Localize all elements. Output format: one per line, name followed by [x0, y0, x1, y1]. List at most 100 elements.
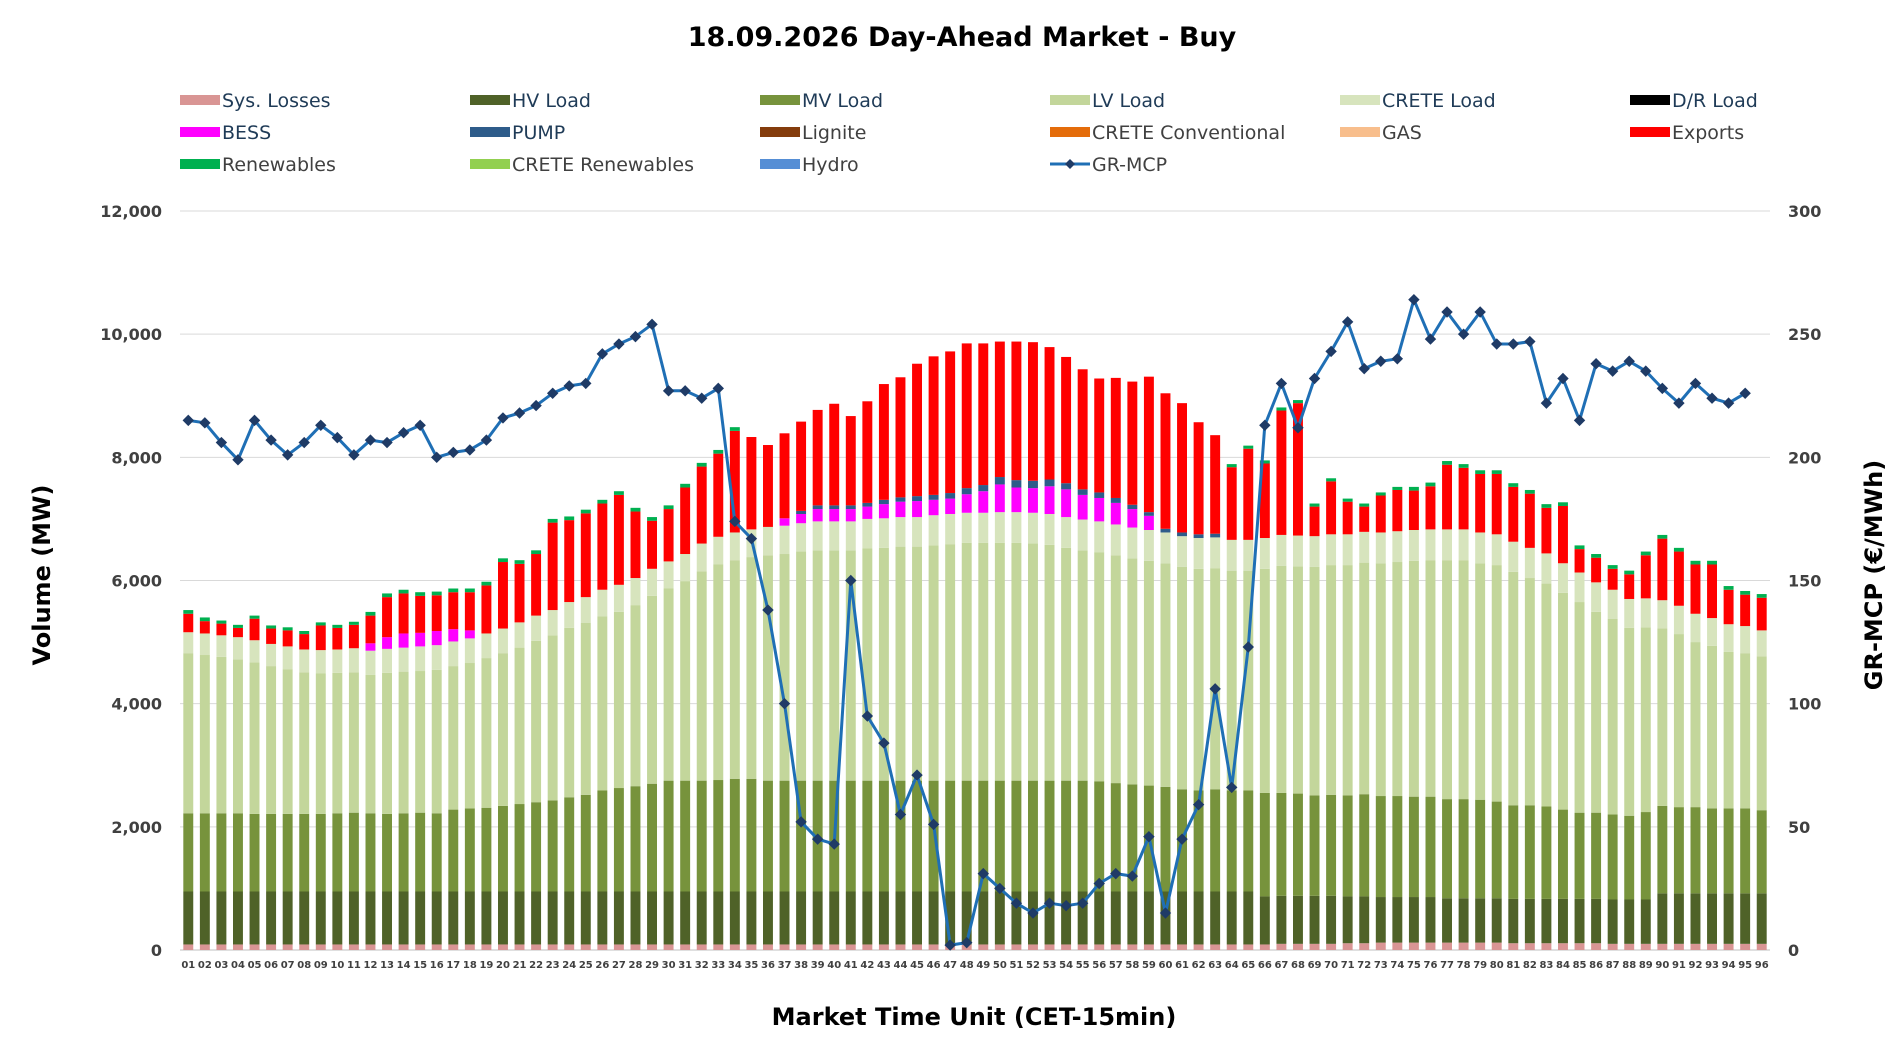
- gr-mcp-point: [613, 338, 625, 350]
- bar-renewables: [448, 588, 459, 593]
- bar-hv-load: [1392, 897, 1403, 943]
- bar-sys-losses: [779, 944, 790, 950]
- gr-mcp-point: [431, 451, 443, 464]
- bar-bess: [945, 498, 956, 514]
- bar-sys-losses: [1657, 943, 1668, 950]
- bar-hv-load: [994, 891, 1005, 945]
- bar-bess: [1094, 497, 1105, 522]
- gr-mcp-point: [1325, 345, 1337, 358]
- bar-sys-losses: [680, 944, 691, 950]
- bar-sys-losses: [696, 944, 707, 950]
- bar-lv-load: [233, 659, 243, 814]
- bar-hv-load: [398, 891, 409, 945]
- y-axis-ticks: 0 2,000 4,000 6,000 8,000 10,000 12,000: [100, 202, 162, 960]
- bar-crete-load: [1458, 529, 1469, 561]
- bar-crete-load: [498, 628, 508, 654]
- bar-hv-load: [1458, 898, 1469, 943]
- bar-exports: [1110, 377, 1121, 498]
- bar-bess: [1028, 488, 1038, 513]
- legend-label: HV Load: [512, 90, 591, 112]
- bar-sys-losses: [216, 944, 227, 950]
- x-tick-label: 24: [562, 960, 576, 971]
- bar-renewables: [597, 499, 608, 504]
- bar-lv-load: [1061, 547, 1072, 781]
- bar-hv-load: [547, 891, 558, 945]
- x-tick-label: 96: [1755, 960, 1769, 971]
- bar-sys-losses: [1574, 943, 1585, 950]
- bar-hv-load: [796, 891, 807, 945]
- bar-crete-load: [1524, 547, 1535, 579]
- bar-sys-losses: [597, 944, 608, 950]
- bar-hv-load: [282, 891, 293, 945]
- bar-hv-load: [862, 891, 873, 945]
- gr-mcp-point: [712, 382, 724, 395]
- bar-pump: [1061, 483, 1072, 490]
- gr-mcp-point: [894, 808, 907, 821]
- bar-sys-losses: [282, 944, 293, 950]
- bar-exports: [1524, 493, 1535, 548]
- bar-hv-load: [216, 891, 227, 945]
- x-tick-label: 20: [496, 960, 510, 971]
- legend-swatch: [1630, 127, 1670, 137]
- bar-hv-load: [1011, 891, 1022, 945]
- bar-mv-load: [315, 813, 326, 892]
- bar-hv-load: [1425, 897, 1436, 943]
- bar-hv-load: [1375, 897, 1386, 943]
- bar-pump: [1077, 489, 1088, 495]
- x-tick-label: 62: [1192, 960, 1206, 971]
- bar-sys-losses: [199, 944, 210, 950]
- x-tick-label: 10: [330, 960, 344, 971]
- bar-mv-load: [1276, 792, 1287, 896]
- x-tick-label: 87: [1606, 960, 1620, 971]
- gr-mcp-point: [414, 419, 426, 432]
- x-tick-label: 77: [1440, 960, 1454, 971]
- bar-exports: [1640, 555, 1651, 599]
- y-tick-label: 0: [151, 941, 162, 960]
- bar-crete-load: [1359, 531, 1370, 563]
- bar-hv-load: [829, 891, 840, 945]
- bar-lv-load: [895, 546, 906, 781]
- bar-exports: [647, 520, 657, 569]
- bar-renewables: [1475, 470, 1486, 474]
- bar-sys-losses: [1690, 943, 1701, 950]
- bar-exports: [912, 363, 922, 497]
- bar-lv-load: [1011, 542, 1022, 781]
- gr-mcp-point: [596, 348, 609, 360]
- bar-exports: [498, 562, 508, 629]
- bar-lv-load: [1309, 566, 1320, 796]
- bar-renewables: [1259, 460, 1270, 464]
- bar-renewables: [415, 592, 426, 596]
- bar-sys-losses: [431, 944, 442, 950]
- bar-hv-load: [1756, 893, 1767, 944]
- bar-mv-load: [1707, 808, 1717, 894]
- gr-mcp-point: [1126, 870, 1139, 882]
- gr-mcp-point: [1557, 372, 1569, 385]
- bar-lv-load: [978, 542, 989, 781]
- bar-sys-losses: [1276, 943, 1287, 950]
- gr-mcp-point: [1110, 867, 1122, 880]
- bar-crete-load: [845, 521, 856, 551]
- legend-label: D/R Load: [1672, 90, 1758, 112]
- bar-hv-load: [531, 891, 542, 945]
- bar-exports: [580, 513, 591, 598]
- gr-mcp-point: [381, 436, 393, 449]
- legend-item-hydro: Hydro: [760, 154, 859, 176]
- bar-lv-load: [481, 658, 492, 808]
- bar-hv-load: [1259, 896, 1270, 945]
- bar-renewables: [1607, 565, 1618, 569]
- x-tick-label: 25: [579, 960, 593, 971]
- bar-sys-losses: [912, 944, 922, 950]
- bar-pump: [1160, 528, 1171, 533]
- x-tick-label: 40: [827, 960, 841, 971]
- bar-exports: [1094, 378, 1105, 493]
- bar-lv-load: [1524, 578, 1535, 806]
- bar-crete-load: [233, 637, 243, 660]
- bar-exports: [1657, 538, 1668, 601]
- x-tick-label: 95: [1738, 960, 1752, 971]
- x-tick-label: 68: [1291, 960, 1305, 971]
- bar-bess: [1077, 494, 1088, 520]
- gr-mcp-point: [1424, 333, 1437, 345]
- bar-lv-load: [1425, 560, 1436, 797]
- bar-exports: [216, 623, 227, 636]
- bar-sys-losses: [1756, 943, 1767, 950]
